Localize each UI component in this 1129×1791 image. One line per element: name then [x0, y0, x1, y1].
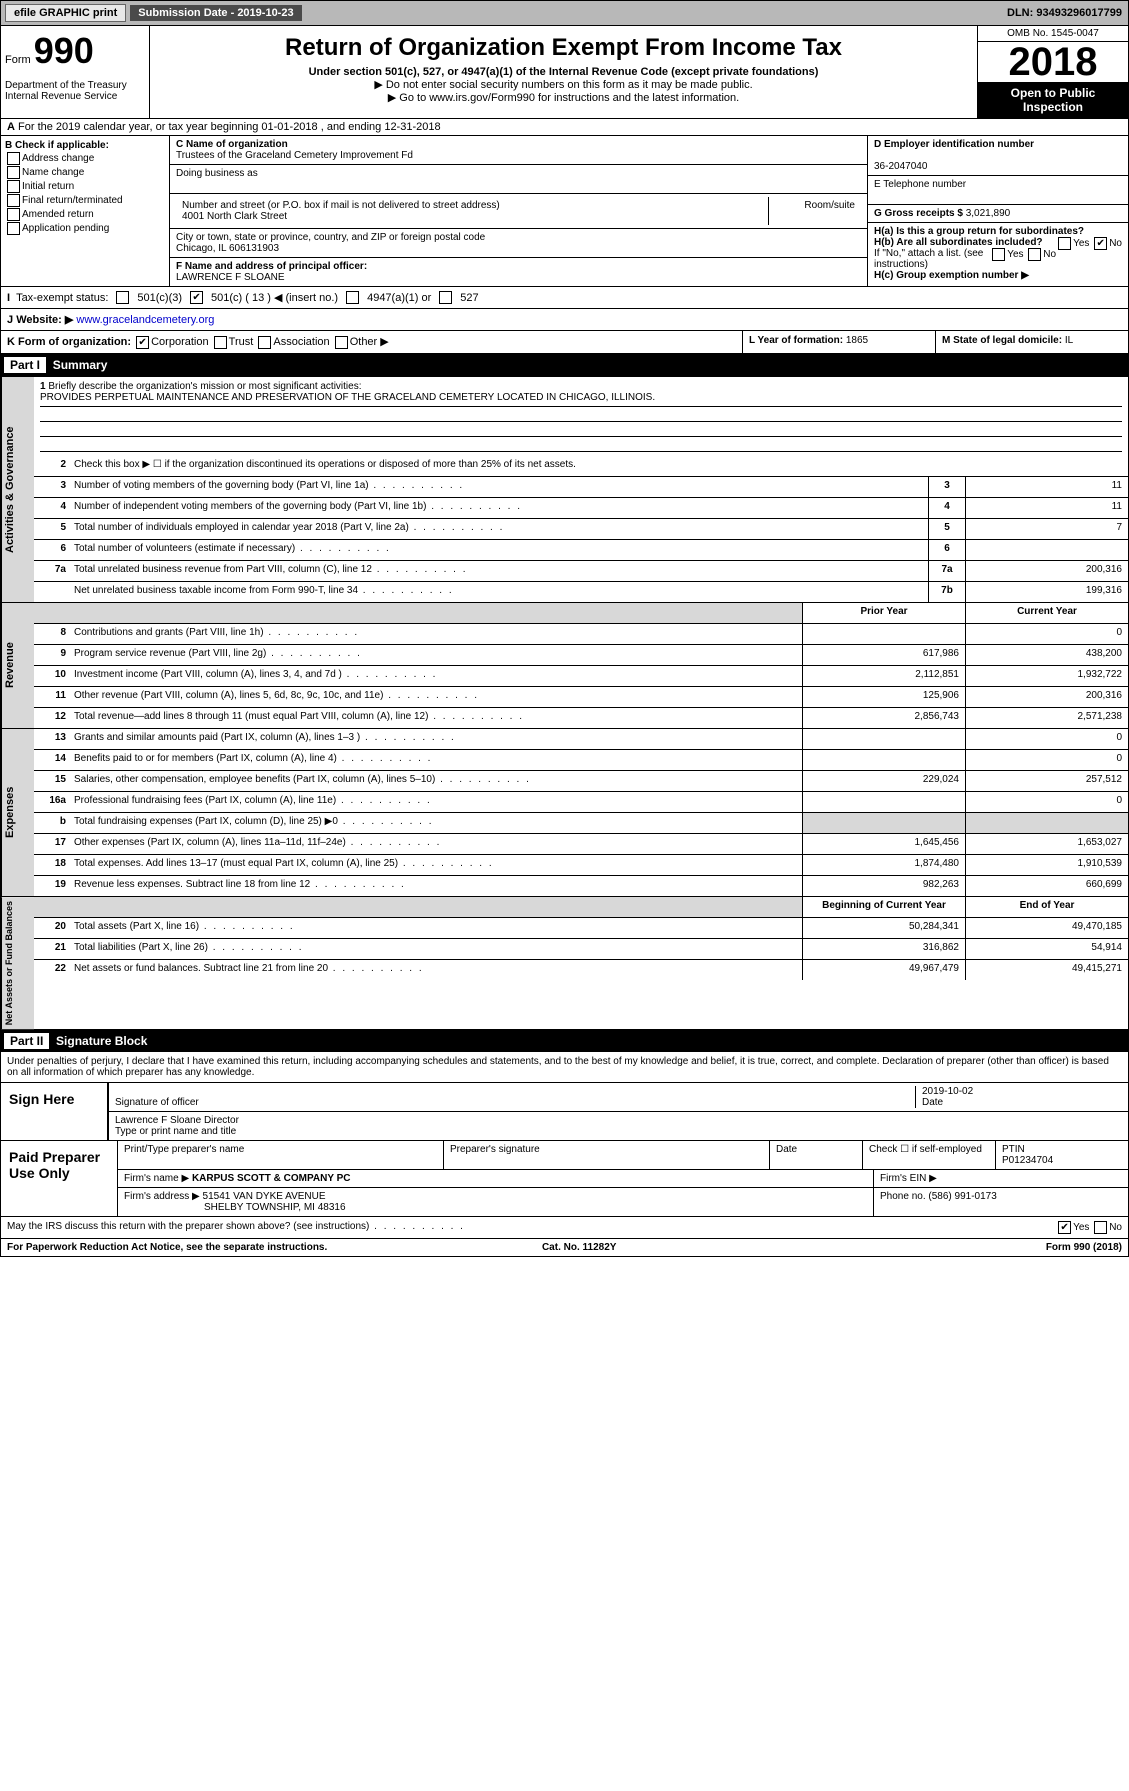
cb-initial[interactable]: Initial return: [5, 180, 165, 193]
website-row: J Website: ▶ www.gracelandcemetery.org: [0, 309, 1129, 331]
current-year-hdr: Current Year: [965, 603, 1128, 623]
org-name-cell: C Name of organizationTrustees of the Gr…: [170, 136, 867, 165]
state-domicile: M State of legal domicile: IL: [935, 331, 1128, 353]
website-link[interactable]: www.gracelandcemetery.org: [76, 314, 214, 326]
vtab-expenses: Expenses: [1, 729, 34, 896]
form-number: 990: [34, 30, 94, 71]
form-header: Form 990 Department of the Treasury Inte…: [0, 26, 1129, 119]
officer-sig: Signature of officer: [115, 1086, 915, 1108]
open-inspection: Open to Public Inspection: [978, 82, 1128, 118]
vtab-governance: Activities & Governance: [1, 377, 34, 602]
vtab-net: Net Assets or Fund Balances: [1, 897, 34, 1029]
ptin: PTINP01234704: [996, 1141, 1128, 1169]
discuss-row: May the IRS discuss this return with the…: [0, 1217, 1129, 1239]
officer-cell: F Name and address of principal officer:…: [170, 257, 867, 286]
perjury-text: Under penalties of perjury, I declare th…: [0, 1052, 1129, 1083]
ein-cell: D Employer identification number36-20470…: [868, 136, 1128, 176]
top-toolbar: efile GRAPHIC print Submission Date - 20…: [0, 0, 1129, 26]
submission-date: Submission Date - 2019-10-23: [130, 5, 301, 21]
form-title: Return of Organization Exempt From Incom…: [154, 34, 973, 62]
prep-sig-hdr: Preparer's signature: [444, 1141, 770, 1169]
efile-button[interactable]: efile GRAPHIC print: [5, 4, 126, 22]
firm-ein: Firm's EIN ▶: [874, 1170, 1128, 1187]
firm-phone: Phone no. (586) 991-0173: [874, 1188, 1128, 1216]
subtitle-2: ▶ Do not enter social security numbers o…: [154, 78, 973, 91]
prep-date-hdr: Date: [770, 1141, 863, 1169]
cb-pending[interactable]: Application pending: [5, 222, 165, 235]
firm-name: Firm's name ▶ KARPUS SCOTT & COMPANY PC: [118, 1170, 874, 1187]
officer-name: Lawrence F Sloane DirectorType or print …: [115, 1115, 1122, 1137]
part2-header: Part II Signature Block: [0, 1030, 1129, 1052]
cb-final[interactable]: Final return/terminated: [5, 194, 165, 207]
subtitle-3: ▶ Go to www.irs.gov/Form990 for instruct…: [154, 91, 973, 104]
prior-year-hdr: Prior Year: [802, 603, 965, 623]
sign-here-label: Sign Here: [1, 1083, 107, 1140]
dba-cell: Doing business as: [170, 165, 867, 194]
cb-name[interactable]: Name change: [5, 166, 165, 179]
form-org-row: K Form of organization: ✔Corporation Tru…: [1, 331, 742, 353]
line-2: Check this box ▶ ☐ if the organization d…: [70, 456, 1128, 476]
city-cell: City or town, state or province, country…: [170, 229, 867, 257]
gross-cell: G Gross receipts $ 3,021,890: [868, 205, 1128, 222]
phone-cell: E Telephone number: [868, 176, 1128, 205]
cb-amended[interactable]: Amended return: [5, 208, 165, 221]
tax-year: 2018: [978, 42, 1128, 82]
row-a: A For the 2019 calendar year, or tax yea…: [0, 119, 1129, 136]
dept-label: Department of the Treasury Internal Reve…: [5, 80, 145, 102]
subtitle-1: Under section 501(c), 527, or 4947(a)(1)…: [154, 66, 973, 78]
addr-cell: Number and street (or P.O. box if mail i…: [176, 197, 769, 225]
end-year-hdr: End of Year: [965, 897, 1128, 917]
prep-name-hdr: Print/Type preparer's name: [118, 1141, 444, 1169]
begin-year-hdr: Beginning of Current Year: [802, 897, 965, 917]
self-emp: Check ☐ if self-employed: [863, 1141, 996, 1169]
year-formation: L Year of formation: 1865: [742, 331, 935, 353]
part1-header: Part I Summary: [0, 354, 1129, 376]
section-b: B Check if applicable: Address change Na…: [1, 136, 170, 286]
form-footer: For Paperwork Reduction Act Notice, see …: [0, 1239, 1129, 1257]
room-cell: Room/suite: [769, 197, 861, 225]
cb-address[interactable]: Address change: [5, 152, 165, 165]
group-return-cell: H(a) Is this a group return for subordin…: [868, 222, 1128, 284]
paid-preparer-label: Paid Preparer Use Only: [1, 1141, 117, 1216]
tax-exempt-row: I Tax-exempt status: 501(c)(3) ✔501(c) (…: [0, 287, 1129, 309]
firm-addr: Firm's address ▶ 51541 VAN DYKE AVENUESH…: [118, 1188, 874, 1216]
dln: DLN: 93493296017799: [1007, 7, 1122, 19]
form-label: Form: [5, 54, 31, 66]
sig-date: 2019-10-02Date: [915, 1086, 1122, 1108]
vtab-revenue: Revenue: [1, 603, 34, 728]
line-1: 1 Briefly describe the organization's mi…: [34, 377, 1128, 456]
